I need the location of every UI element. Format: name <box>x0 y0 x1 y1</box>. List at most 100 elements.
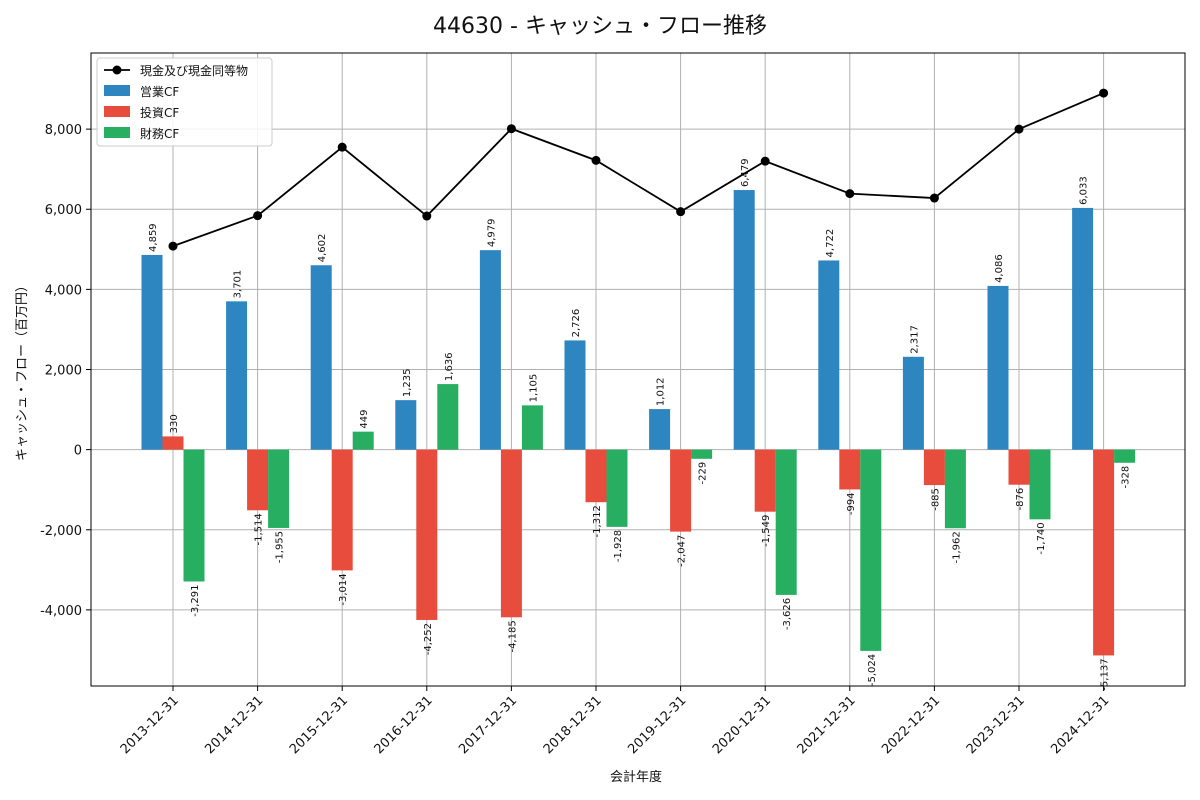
cash-point <box>676 207 686 217</box>
bar-value-label: -3,291 <box>190 584 201 616</box>
bar-value-label: -1,962 <box>951 531 962 563</box>
bar-value-label: -1,549 <box>761 515 772 547</box>
cash-point <box>506 124 516 134</box>
x-axis-label: 会計年度 <box>610 769 662 785</box>
x-tick-label: 2019-12-31 <box>625 693 689 757</box>
legend-label: 営業CF <box>140 85 179 99</box>
bar-value-label: -1,740 <box>1036 522 1047 554</box>
legend-label: 投資CF <box>140 105 179 120</box>
bar <box>649 409 671 450</box>
x-tick-label: 2014-12-31 <box>202 693 266 757</box>
x-tick-label: 2015-12-31 <box>287 693 351 757</box>
bar-value-label: 4,979 <box>486 219 497 248</box>
x-tick-label: 2016-12-31 <box>372 693 436 757</box>
x-tick-label: 2022-12-31 <box>879 693 943 757</box>
x-tick-label: 2020-12-31 <box>710 693 774 757</box>
bar <box>500 449 522 618</box>
bar <box>1072 207 1094 450</box>
bar <box>1114 449 1136 463</box>
bar-value-label: -1,312 <box>592 505 603 537</box>
bar-value-label: -1,955 <box>275 531 286 563</box>
cash-point <box>168 241 178 251</box>
bar-value-label: -885 <box>930 488 941 511</box>
bar <box>944 449 966 529</box>
cash-point <box>1014 124 1024 134</box>
bar <box>437 384 459 450</box>
y-axis-label: キャッシュ・フロー（百万円） <box>15 279 30 461</box>
bar <box>987 285 1009 450</box>
bar-value-label: -876 <box>1015 488 1026 511</box>
bar-value-label: 330 <box>169 414 180 433</box>
y-tick-label: -2,000 <box>40 524 82 539</box>
bar <box>670 449 692 532</box>
bar <box>226 301 248 450</box>
bar-value-label: -2,047 <box>677 535 688 567</box>
legend-label: 現金及び現金同等物 <box>140 63 248 78</box>
bar-value-label: 4,086 <box>994 254 1005 283</box>
x-tick-label: 2013-12-31 <box>118 693 182 757</box>
x-tick-label: 2017-12-31 <box>456 693 520 757</box>
y-tick-label: 2,000 <box>45 364 82 379</box>
bar <box>606 449 628 527</box>
cash-line <box>172 92 1104 247</box>
bar-value-label: 1,636 <box>444 352 455 381</box>
cash-point <box>591 155 601 165</box>
bar-value-label: 6,033 <box>1079 176 1090 205</box>
x-tick-label: 2021-12-31 <box>795 693 859 757</box>
bar <box>818 260 840 450</box>
legend-swatch <box>104 106 130 117</box>
bar-value-label: -229 <box>698 462 709 485</box>
bar-value-label: -994 <box>846 492 857 515</box>
x-tick-label: 2023-12-31 <box>964 693 1028 757</box>
y-tick-label: 4,000 <box>45 283 82 298</box>
y-tick-label: 6,000 <box>45 203 82 218</box>
legend-swatch <box>104 127 130 138</box>
bar-value-label: -5,024 <box>867 654 878 686</box>
bar <box>416 449 438 620</box>
bar <box>268 449 290 528</box>
bar-value-label: 4,859 <box>148 223 159 252</box>
cash-point <box>929 193 939 203</box>
bar <box>754 449 776 512</box>
bar <box>479 250 501 450</box>
bars-layer: 4,8593,7014,6021,2354,9792,7261,0126,479… <box>141 158 1136 691</box>
bar-value-label: -3,626 <box>782 598 793 630</box>
cash-point <box>422 211 432 221</box>
legend-label: 財務CF <box>140 126 179 141</box>
bar-value-label: 4,602 <box>317 234 328 263</box>
bar <box>860 449 882 651</box>
bar <box>902 356 924 450</box>
bar <box>331 449 353 571</box>
cash-point <box>337 142 347 152</box>
bar <box>691 449 713 459</box>
legend-swatch <box>104 85 130 96</box>
legend-swatch-marker <box>112 65 122 75</box>
bar-value-label: 1,105 <box>528 374 539 403</box>
x-tick-label: 2024-12-31 <box>1048 693 1112 757</box>
grid-lines <box>91 53 1185 686</box>
bar <box>162 436 184 450</box>
bar <box>839 449 861 490</box>
bar <box>141 254 163 450</box>
y-tick-label: -4,000 <box>40 604 82 619</box>
bar-value-label: -328 <box>1121 466 1132 489</box>
bar-value-label: 2,317 <box>909 325 920 354</box>
bar <box>733 190 755 450</box>
bar <box>1029 449 1051 520</box>
bar-value-label: -4,252 <box>423 623 434 655</box>
bar <box>775 449 797 595</box>
bar <box>247 449 269 511</box>
bar-value-label: -5,137 <box>1100 658 1111 690</box>
bar <box>521 405 543 450</box>
cash-point <box>253 211 263 221</box>
bar-value-label: 2,726 <box>571 309 582 338</box>
y-tick-label: 0 <box>74 444 82 459</box>
cash-point <box>1099 88 1109 98</box>
bar-value-label: 449 <box>359 410 370 429</box>
bar-value-label: 1,235 <box>402 369 413 398</box>
bar-value-label: 1,012 <box>656 377 667 406</box>
bar <box>310 265 332 450</box>
bar-value-label: 3,701 <box>233 270 244 299</box>
